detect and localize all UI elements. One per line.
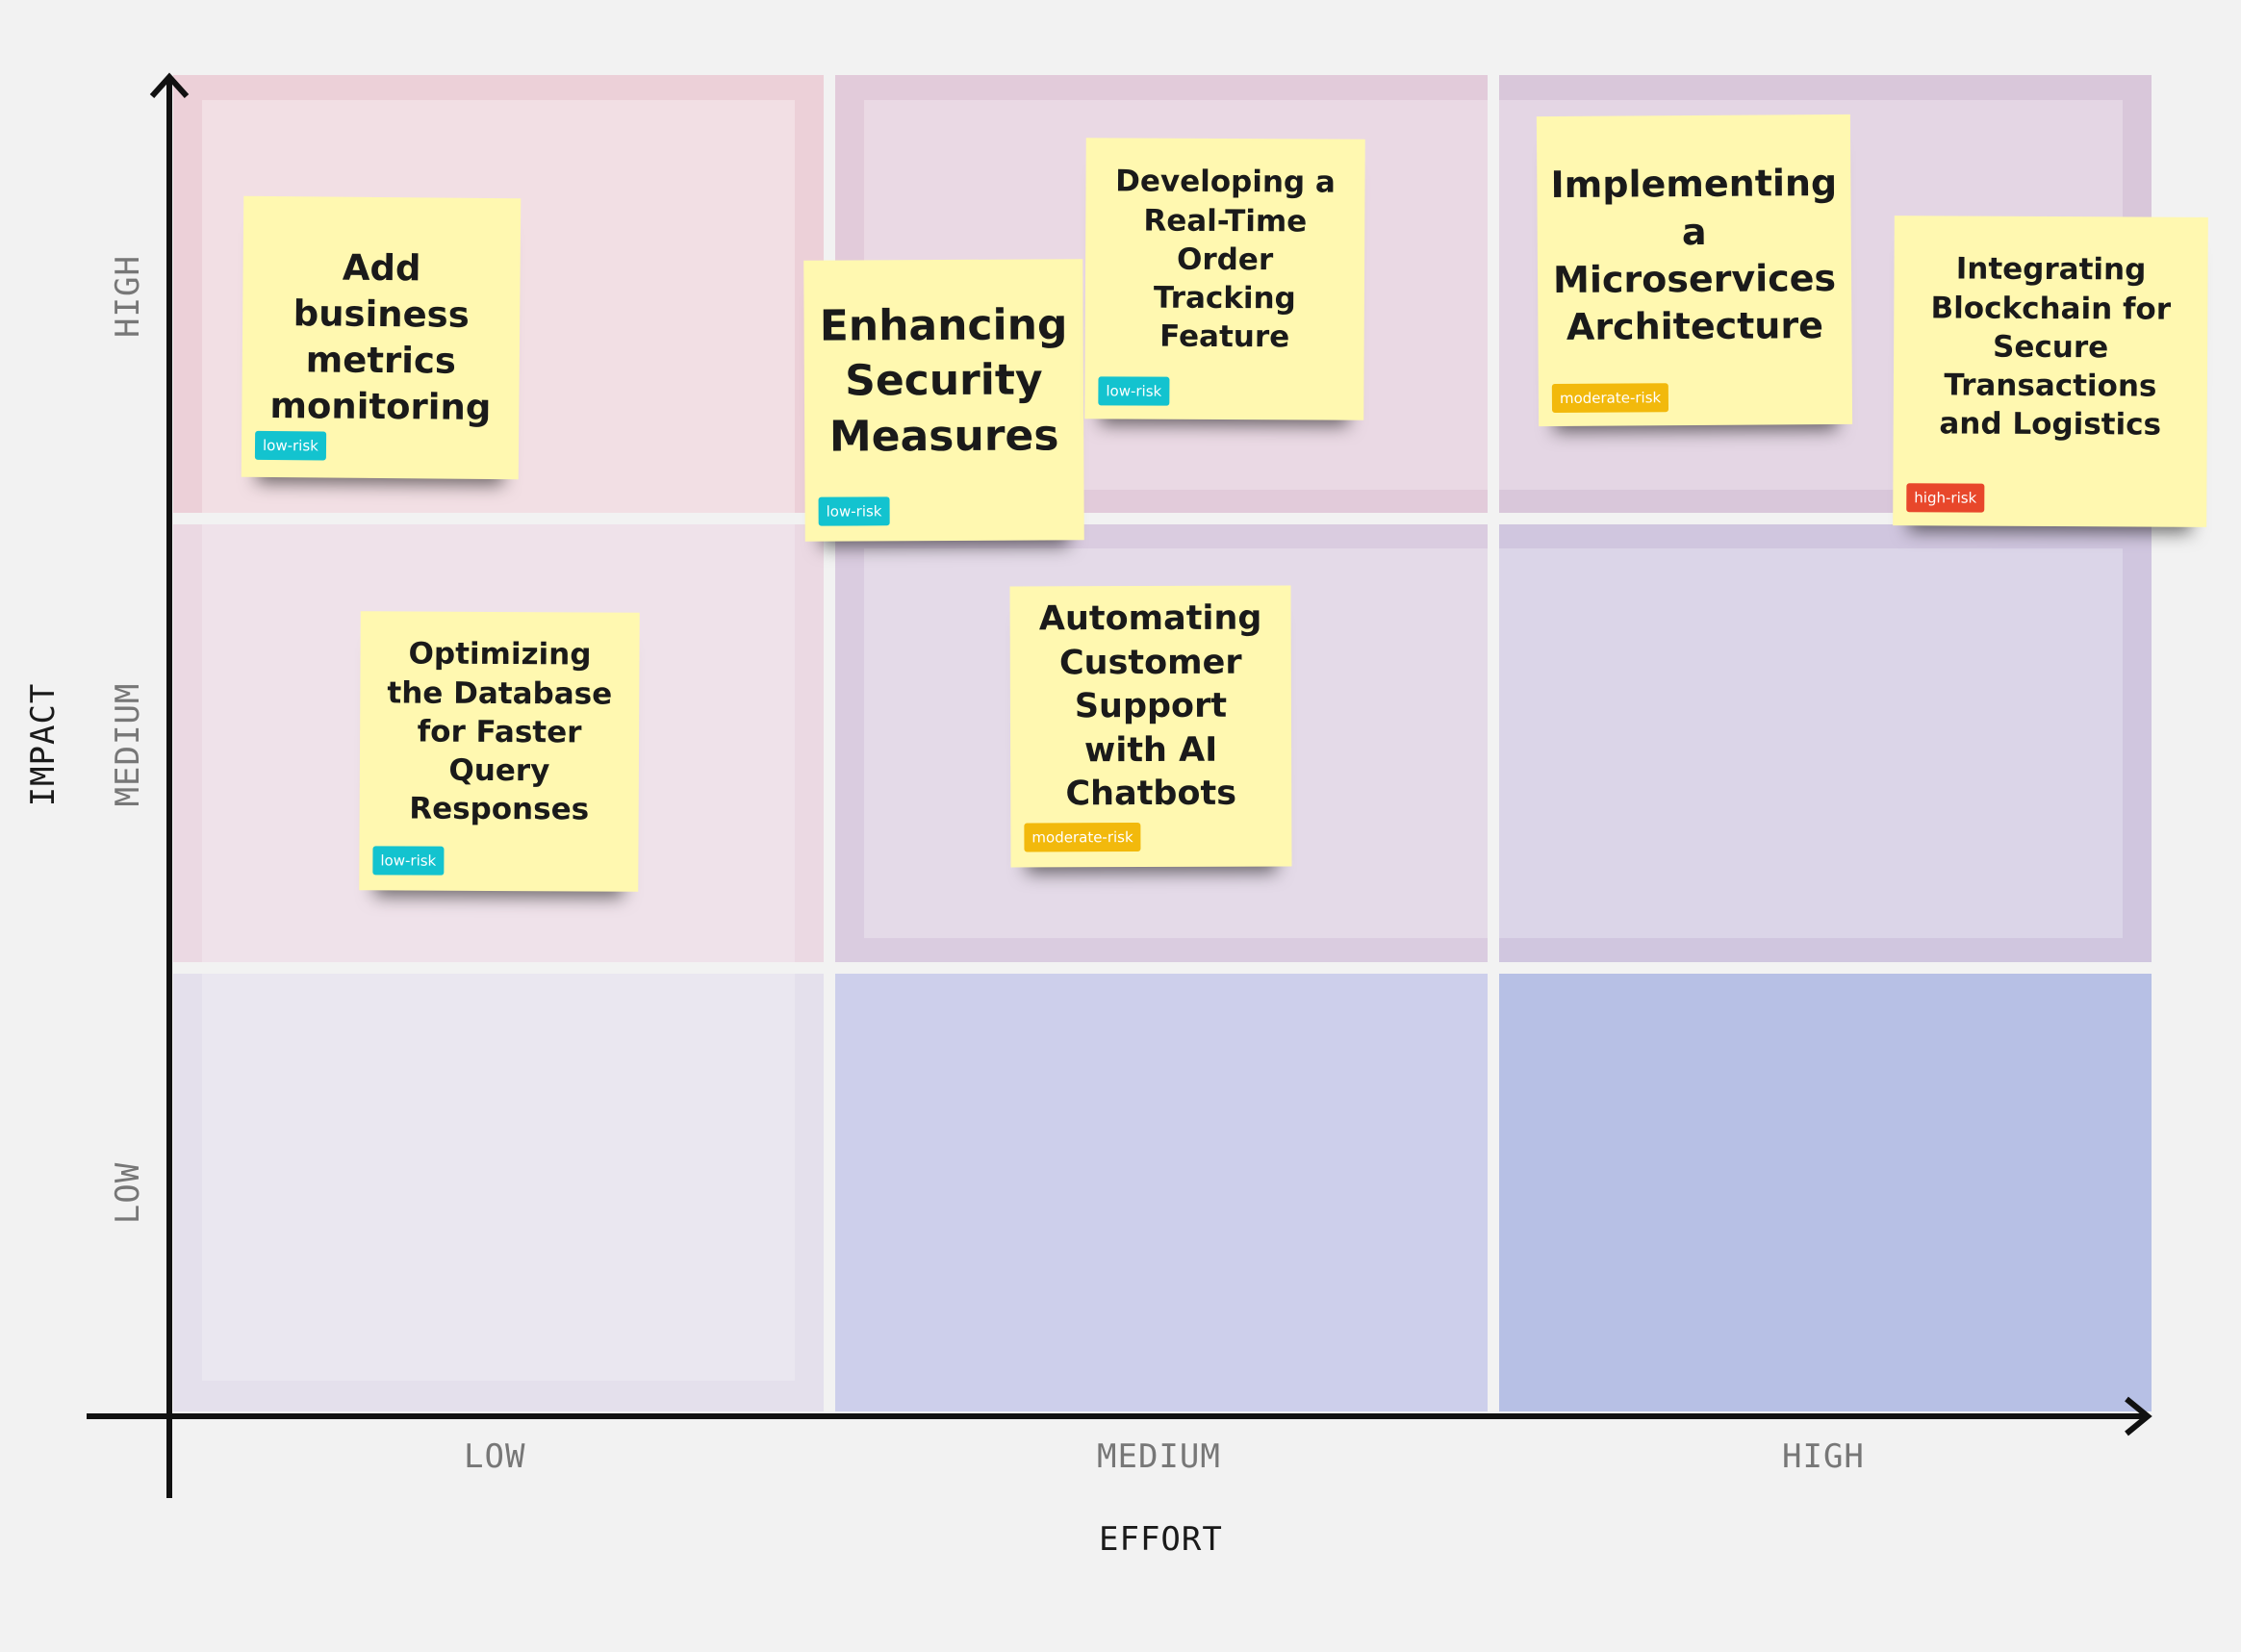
sticky-note[interactable]: Automating Customer Support with AI Chat… (1009, 585, 1292, 868)
note-text: Implementing a Microservices Architectur… (1550, 162, 1838, 349)
cell-inner-medium-high (1499, 548, 2123, 938)
sticky-note[interactable]: Add business metrics monitoring low-risk (241, 195, 522, 480)
risk-badge: low-risk (372, 846, 445, 876)
sticky-note[interactable]: Implementing a Microservices Architectur… (1536, 114, 1853, 427)
sticky-note[interactable]: Developing a Real-Time Order Tracking Fe… (1084, 138, 1365, 420)
y-level-high: HIGH (109, 255, 147, 338)
note-text: Developing a Real-Time Order Tracking Fe… (1115, 164, 1336, 355)
x-level-medium: MEDIUM (1097, 1437, 1221, 1476)
cell-low-impact-medium-effort (835, 974, 1488, 1411)
note-text: Enhancing Security Measures (819, 300, 1068, 462)
y-level-low: LOW (109, 1161, 147, 1225)
note-text: Automating Customer Support with AI Chat… (1038, 598, 1262, 814)
sticky-note[interactable]: Integrating Blockchain for Secure Transa… (1893, 216, 2208, 527)
y-axis-arrow (149, 72, 190, 99)
risk-badge: moderate-risk (1551, 383, 1669, 414)
risk-badge: moderate-risk (1024, 823, 1141, 852)
y-level-medium: MEDIUM (109, 682, 147, 807)
x-axis-arrow (2125, 1396, 2152, 1436)
y-axis-title: IMPACT (24, 682, 63, 807)
x-level-low: LOW (464, 1437, 526, 1476)
sticky-note[interactable]: Optimizing the Database for Faster Query… (359, 611, 640, 892)
risk-badge: low-risk (818, 496, 890, 526)
cell-inner-low-low (202, 974, 795, 1381)
risk-badge: low-risk (254, 430, 327, 461)
cell-low-impact-high-effort (1499, 974, 2152, 1411)
note-text: Optimizing the Database for Faster Query… (387, 636, 613, 827)
x-axis-title: EFFORT (1099, 1520, 1223, 1559)
risk-badge: high-risk (1906, 483, 1985, 513)
note-text: Add business metrics monitoring (269, 246, 492, 429)
sticky-note[interactable]: Enhancing Security Measures low-risk (803, 259, 1084, 542)
x-level-high: HIGH (1782, 1437, 1865, 1476)
risk-badge: low-risk (1098, 376, 1170, 406)
note-text: Integrating Blockchain for Secure Transa… (1930, 251, 2172, 444)
